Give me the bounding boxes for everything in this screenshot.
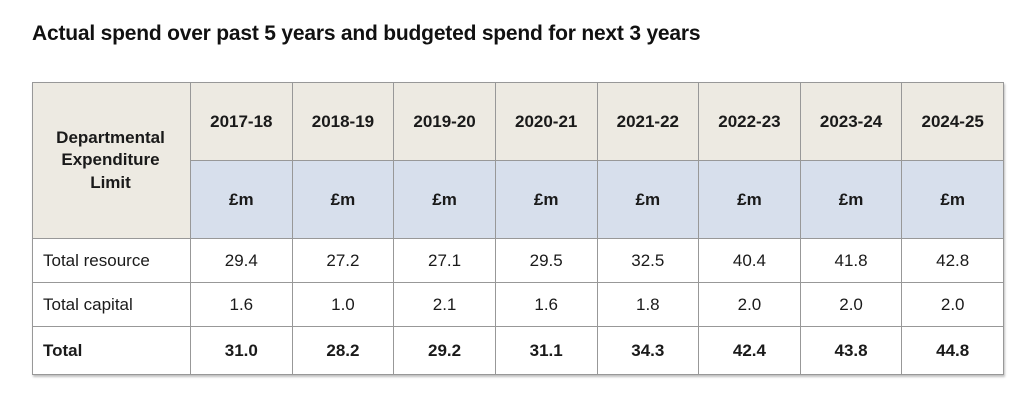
unit-header: £m — [393, 160, 496, 239]
data-cell: 42.8 — [901, 238, 1004, 283]
data-cell: 40.4 — [698, 238, 801, 283]
row-label: Total — [32, 326, 191, 375]
data-cell: 2.0 — [901, 282, 1004, 327]
data-cell: 32.5 — [596, 238, 700, 283]
unit-header: £m — [494, 160, 598, 239]
data-cell: 27.2 — [291, 238, 395, 283]
data-cell: 1.8 — [596, 282, 700, 327]
unit-header: £m — [596, 160, 700, 239]
unit-header: £m — [799, 160, 903, 239]
year-header: 2022-23 — [698, 82, 801, 161]
year-header: 2018-19 — [291, 82, 395, 161]
unit-header-row: £m £m £m £m £m £m £m £m — [33, 160, 1004, 239]
data-cell: 29.2 — [393, 326, 496, 375]
data-cell: 2.0 — [799, 282, 903, 327]
year-header: 2017-18 — [190, 82, 293, 161]
data-cell: 1.6 — [190, 282, 293, 327]
data-cell: 2.0 — [698, 282, 801, 327]
data-cell: 41.8 — [799, 238, 903, 283]
data-cell: 34.3 — [596, 326, 700, 375]
year-header: 2023-24 — [799, 82, 903, 161]
data-cell: 2.1 — [393, 282, 496, 327]
page-title: Actual spend over past 5 years and budge… — [32, 22, 701, 45]
data-cell: 44.8 — [901, 326, 1004, 375]
row-label: Total capital — [32, 282, 191, 327]
data-cell: 31.1 — [494, 326, 598, 375]
data-cell: 27.1 — [393, 238, 496, 283]
table-row-total: Total 31.0 28.2 29.2 31.1 34.3 42.4 43.8… — [32, 326, 1004, 375]
unit-header: £m — [698, 160, 801, 239]
year-header: 2019-20 — [393, 82, 496, 161]
year-header: 2021-22 — [596, 82, 700, 161]
data-cell: 29.5 — [494, 238, 598, 283]
unit-header: £m — [190, 160, 293, 239]
unit-header: £m — [901, 160, 1004, 239]
row-label: Total resource — [32, 238, 191, 283]
data-cell: 42.4 — [698, 326, 801, 375]
data-cell: 1.6 — [494, 282, 598, 327]
year-header: 2024-25 — [901, 82, 1004, 161]
corner-header: Departmental Expenditure Limit — [32, 82, 191, 239]
data-cell: 43.8 — [799, 326, 903, 375]
year-header: 2020-21 — [494, 82, 598, 161]
departmental-expenditure-table: Departmental Expenditure Limit 2017-18 2… — [32, 82, 1004, 375]
table-row-total-resource: Total resource 29.4 27.2 27.1 29.5 32.5 … — [32, 238, 1004, 283]
unit-header: £m — [291, 160, 395, 239]
data-cell: 31.0 — [190, 326, 293, 375]
data-cell: 28.2 — [291, 326, 395, 375]
data-cell: 29.4 — [190, 238, 293, 283]
table-row-total-capital: Total capital 1.6 1.0 2.1 1.6 1.8 2.0 2.… — [32, 282, 1004, 327]
year-header-row: Departmental Expenditure Limit 2017-18 2… — [32, 82, 1004, 239]
data-cell: 1.0 — [291, 282, 395, 327]
